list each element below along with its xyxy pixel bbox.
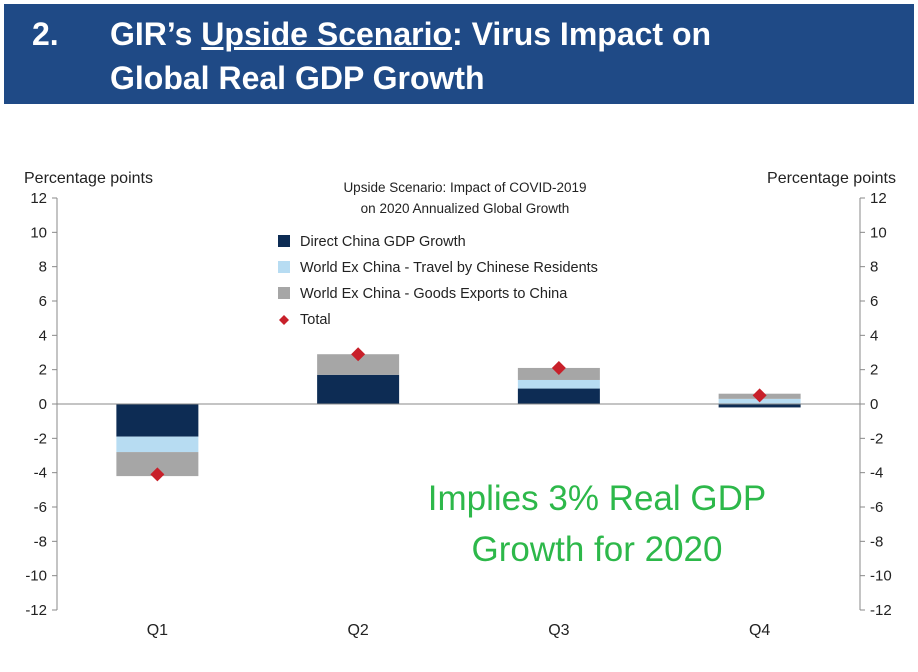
bar-segment <box>116 404 199 437</box>
y-tick-right: 4 <box>870 327 878 344</box>
page-title-line2: Global Real GDP Growth <box>110 60 485 96</box>
total-marker <box>351 347 366 362</box>
y-axis-label-left: Percentage points <box>24 170 153 187</box>
y-tick-right: -6 <box>870 499 883 516</box>
legend-label: Total <box>300 312 331 328</box>
title-underlined: Upside Scenario <box>201 16 453 52</box>
legend-swatch <box>278 261 290 273</box>
chart-title-line2: on 2020 Annualized Global Growth <box>361 201 570 216</box>
title-prefix: GIR’s <box>110 16 202 52</box>
y-tick-left: 12 <box>30 190 47 207</box>
bar-segment <box>517 388 600 404</box>
x-category-label: Q1 <box>147 622 168 639</box>
y-tick-left: 4 <box>39 327 47 344</box>
y-tick-left: -6 <box>34 499 47 516</box>
y-tick-right: 12 <box>870 190 887 207</box>
page-title: GIR’s Upside Scenario: Virus Impact on <box>110 16 711 53</box>
legend-swatch <box>278 287 290 299</box>
annotation-line2: Growth for 2020 <box>472 530 723 569</box>
title-suffix: : Virus Impact on <box>452 16 712 52</box>
annotation-line1: Implies 3% Real GDP <box>428 479 766 518</box>
bar-segment <box>718 404 801 408</box>
chart-legend: Direct China GDP Growth World Ex China - … <box>278 234 598 328</box>
y-tick-left: -2 <box>34 430 47 447</box>
x-category-label: Q4 <box>749 622 770 639</box>
y-tick-right: 6 <box>870 293 878 310</box>
y-tick-left: -4 <box>34 465 47 482</box>
x-category-label: Q3 <box>548 622 569 639</box>
legend-label: World Ex China - Goods Exports to China <box>300 286 568 302</box>
y-tick-right: 10 <box>870 224 887 241</box>
chart-ticks: 12 12 10 10 8 8 6 6 4 4 2 2 0 0 -2 -2 -4 -4 -6 -6 -8 -8 -10 -10… <box>25 190 891 639</box>
y-tick-left: -12 <box>25 602 47 619</box>
bar-segment <box>317 374 400 404</box>
y-tick-right: -8 <box>870 533 883 550</box>
legend-total-marker <box>279 315 289 325</box>
total-marker <box>551 360 566 375</box>
y-tick-right: 2 <box>870 362 878 379</box>
bar-segment <box>317 354 400 375</box>
y-axis-label-right: Percentage points <box>767 170 896 187</box>
legend-label: Direct China GDP Growth <box>300 234 466 250</box>
total-marker <box>150 467 165 482</box>
header-banner: 2. GIR’s Upside Scenario: Virus Impact o… <box>4 4 914 104</box>
y-tick-right: -4 <box>870 465 883 482</box>
y-tick-right: 8 <box>870 259 878 276</box>
legend-label: World Ex China - Travel by Chinese Resid… <box>300 260 598 276</box>
chart-title-line1: Upside Scenario: Impact of COVID-2019 <box>343 180 586 195</box>
y-tick-left: 8 <box>39 259 47 276</box>
y-tick-right: -2 <box>870 430 883 447</box>
bar-segment <box>116 436 199 453</box>
bar-segment <box>517 379 600 389</box>
y-tick-left: 2 <box>39 362 47 379</box>
y-tick-left: 0 <box>39 396 47 413</box>
y-tick-left: -8 <box>34 533 47 550</box>
y-tick-right: -12 <box>870 602 892 619</box>
x-category-label: Q2 <box>347 622 368 639</box>
chart-bars <box>57 347 860 482</box>
slide-number: 2. <box>32 16 59 52</box>
total-marker <box>752 388 767 403</box>
y-tick-left: 6 <box>39 293 47 310</box>
y-tick-left: 10 <box>30 224 47 241</box>
y-tick-right: 0 <box>870 396 878 413</box>
legend-swatch <box>278 235 290 247</box>
y-tick-right: -10 <box>870 568 892 585</box>
y-tick-left: -10 <box>25 568 47 585</box>
